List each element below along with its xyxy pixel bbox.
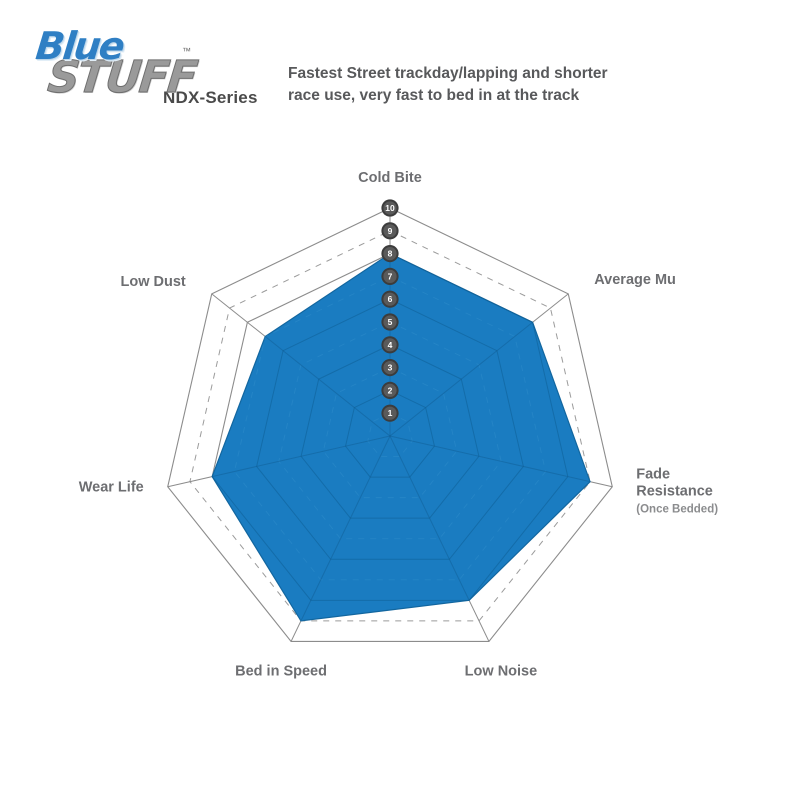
tick-badge-8: 8	[381, 245, 399, 263]
tick-badge-face	[383, 406, 397, 420]
tick-badge-5: 5	[381, 313, 399, 331]
radar-ring-9	[189, 230, 591, 622]
radar-chart-svg: 1 2 3 4 5 6 7 8 9 10 Cold Bite Average Mu FadeResis…	[79, 170, 719, 679]
radar-spoke-overlay-4	[290, 435, 391, 621]
axis-label-line: Average Mu	[594, 272, 676, 288]
tick-badge-face	[383, 292, 397, 306]
tagline-line-2: race use, very fast to bed in at the tra…	[288, 87, 580, 104]
tick-badge-face	[383, 247, 397, 261]
tick-badge-label: 4	[388, 340, 393, 350]
tick-badge-7: 7	[381, 267, 399, 285]
radar-ring-overlay-7	[233, 275, 547, 581]
radar-ring-overlay-2	[344, 389, 436, 478]
tick-badge-10: 10	[381, 199, 399, 217]
tick-badge-label: 9	[388, 226, 393, 236]
trademark-symbol: ™	[182, 46, 191, 56]
tagline: Fastest Street trackday/lapping and shor…	[288, 63, 688, 107]
tick-badge-face	[383, 201, 397, 215]
axis-label-line: Bed in Speed	[235, 663, 327, 679]
tick-badge-label: 7	[388, 271, 393, 281]
tick-badge-label: 3	[388, 363, 393, 373]
tick-badge-label: 6	[388, 294, 393, 304]
tick-badge-6: 6	[381, 290, 399, 308]
radar-tick-badges: 1 2 3 4 5 6 7 8 9 10	[381, 199, 399, 422]
radar-ring-overlay-3	[322, 367, 458, 499]
brand-logo: STUFF Blue ™	[33, 24, 199, 110]
axis-label-line: (Once Bedded)	[636, 504, 718, 516]
axis-label-line: Low Noise	[465, 663, 538, 679]
tick-badge-label: 2	[388, 385, 393, 395]
tick-badge-label: 10	[385, 203, 395, 213]
radar-series-polygon	[211, 252, 591, 622]
tick-badge-4: 4	[381, 336, 399, 354]
tick-badge-face	[383, 269, 397, 283]
tick-badge-face	[383, 338, 397, 352]
series-name: NDX-Series	[163, 88, 258, 107]
axis-label-low-dust: Low Dust	[120, 274, 185, 290]
axis-label-line: Fade	[636, 467, 670, 483]
radar-ring-overlay-4	[300, 344, 480, 519]
radar-ring-10	[167, 207, 613, 642]
axis-label-line: Cold Bite	[358, 170, 422, 186]
tick-badge-face	[383, 224, 397, 238]
axis-label-line: Wear Life	[79, 480, 144, 496]
brand-logo-primary-text: Blue	[33, 24, 126, 68]
tick-badge-1: 1	[381, 404, 399, 422]
radar-area-ndx-series	[211, 252, 591, 622]
axis-label-average-mu: Average Mu	[594, 272, 676, 288]
header: STUFF Blue ™ NDX-Series Fastest Street t…	[0, 0, 800, 130]
radar-chart: 1 2 3 4 5 6 7 8 9 10 Cold Bite Average Mu Fade Resis…	[0, 128, 800, 788]
tick-badge-label: 1	[388, 408, 393, 418]
radar-ring-overlay-5	[278, 321, 502, 540]
axis-label-wear-life: Wear Life	[79, 480, 144, 496]
radar-spoke-overlay-5	[212, 435, 391, 488]
tick-badge-3: 3	[381, 359, 399, 377]
axis-label-bed-in-speed: Bed in Speed	[235, 663, 327, 679]
axis-label-line: Low Dust	[120, 274, 185, 290]
tick-badge-face	[383, 315, 397, 329]
tick-badge-face	[383, 383, 397, 397]
axis-label-low-noise: Low Noise	[465, 663, 538, 679]
tick-badge-2: 2	[381, 381, 399, 399]
tick-badge-label: 5	[388, 317, 393, 327]
tick-badge-label: 8	[388, 249, 393, 259]
tagline-line-1: Fastest Street trackday/lapping and shor…	[288, 65, 608, 82]
tick-badge-9: 9	[381, 222, 399, 240]
tick-badge-face	[383, 361, 397, 375]
radar-ring-overlay-6	[256, 298, 524, 560]
radar-spoke-overlay-2	[389, 435, 591, 488]
axis-label-cold-bite: Cold Bite	[358, 170, 422, 186]
axis-label-line: Resistance	[636, 484, 713, 500]
